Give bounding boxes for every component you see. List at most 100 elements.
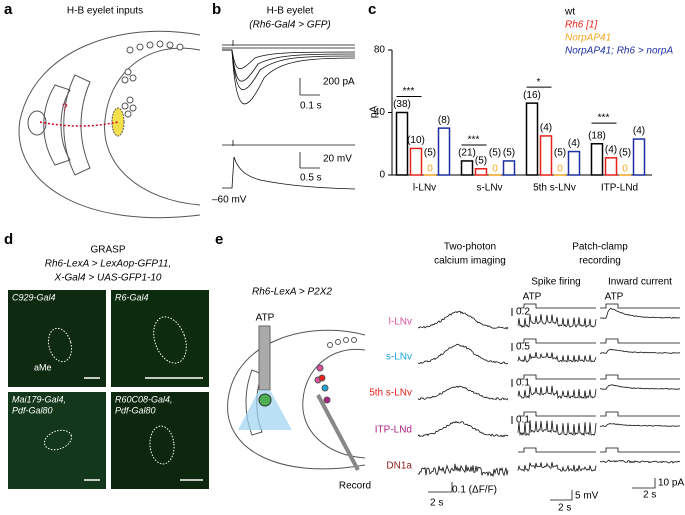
scale-label: 200 pA (323, 77, 355, 88)
micrograph (8, 290, 106, 387)
traces: l-LNv 0.2 s-LNv 0.5 5th s-LNv 0.1 ITP-LNd 0.1 DN… (369, 303, 681, 501)
stimulus-label: ATP (605, 292, 624, 303)
n-label: (5) (489, 148, 501, 159)
n-label: (21) (458, 148, 476, 159)
genotype: Rh6-LexA > P2X2 (252, 287, 332, 298)
trace (599, 384, 681, 390)
bar (437, 127, 451, 176)
n-label: (5) (475, 155, 487, 166)
micrograph (8, 392, 106, 489)
column-title: Patch-clamp (572, 242, 628, 253)
trace (417, 385, 509, 401)
stimulus-mark (518, 411, 596, 417)
scale-label: 2 s (430, 498, 443, 509)
image-label: Mai179-Gal4, (12, 394, 66, 404)
column-title: Spike firing (531, 277, 580, 288)
trace (599, 348, 681, 354)
row-label: DN1a (386, 461, 412, 472)
y-axis-label: pA (369, 106, 380, 119)
panel-letter: e (215, 231, 223, 248)
scale-label: 0.1 (516, 415, 530, 426)
n-label: (5) (503, 148, 515, 159)
scale-bar (632, 478, 656, 489)
scale-label: 10 pA (658, 478, 684, 489)
resting-potential: –60 mV (212, 195, 247, 206)
n-label: (38) (393, 99, 411, 110)
image-label: Pdf-Gal80 (12, 405, 53, 415)
stimulus-mark (518, 447, 596, 453)
trace (517, 462, 597, 473)
scale-label: 5 mV (575, 491, 599, 502)
row-label: s-LNv (386, 352, 412, 363)
column-title: recording (579, 256, 621, 267)
scale-label: 0.2 (516, 307, 530, 318)
micrographs (8, 290, 209, 489)
value-label: 0 (427, 164, 433, 175)
significance: * (537, 77, 541, 88)
legend-entry: Rh6 [1] (565, 20, 597, 31)
record-label: Record (339, 481, 371, 492)
scale-label: 0.5 s (300, 173, 322, 184)
stimulus-mark (518, 374, 596, 380)
bar (460, 160, 474, 176)
n-label: (18) (588, 130, 606, 141)
scale-label: 2 s (643, 490, 656, 501)
bar (539, 135, 553, 176)
brain-schematic (18, 30, 201, 219)
image-label: C929-Gal4 (12, 292, 56, 302)
micrograph (111, 392, 209, 489)
n-label: (16) (523, 90, 541, 101)
value-label: 0 (492, 164, 498, 175)
stimulus-mark (600, 411, 680, 417)
bar (604, 157, 618, 176)
scale-bar (299, 78, 320, 96)
legend-entry: wt (564, 7, 575, 18)
scale-label: 0.1 (ΔF/F) (452, 485, 497, 496)
scale-bar (428, 482, 453, 493)
panel-letter: d (4, 231, 13, 248)
scale-label: 20 mV (323, 154, 352, 165)
x-tick-label: l-LNv (413, 183, 436, 194)
column-title: Two-photon (444, 242, 496, 253)
scale-label: 0.5 (516, 342, 530, 353)
trace (417, 420, 509, 438)
prep-schematic (227, 325, 366, 471)
legend-entry: NorpAP41; Rh6 > norpA (565, 46, 673, 57)
panel-title: GRASP (90, 245, 125, 256)
stimulus-mark (518, 338, 596, 344)
panel-letter: b (212, 1, 221, 18)
y-tick-label: 0 (379, 170, 385, 181)
panel-subtitle: Rh6-LexA > LexAop-GFP11, (45, 259, 171, 270)
panel-letter: c (368, 1, 376, 18)
y-tick-label: 40 (374, 107, 386, 118)
row-label: ITP-LNd (375, 425, 412, 436)
n-label: (4) (540, 123, 552, 134)
scale-bar (299, 152, 320, 169)
image-label: Pdf-Gal80 (115, 405, 156, 415)
stimulus-mark (518, 303, 596, 309)
n-label: (4) (568, 138, 580, 149)
trace (417, 463, 509, 478)
bar (632, 138, 646, 176)
question-mark: ? (62, 103, 68, 114)
panel-subtitle: X-Gal4 > UAS-GFP1-10 (54, 273, 162, 284)
n-label: (4) (605, 144, 617, 155)
trace (599, 459, 681, 464)
trace (517, 420, 597, 437)
voltage-trace (222, 140, 356, 190)
n-label: (4) (633, 126, 645, 137)
significance: *** (403, 86, 415, 97)
row-label: l-LNv (389, 317, 412, 328)
scale-label: 0.1 s (300, 101, 322, 112)
bar (590, 143, 604, 176)
significance: *** (468, 135, 480, 146)
bar (502, 160, 516, 176)
column-title: Inward current (608, 277, 672, 288)
x-tick-label: s-LNv (476, 183, 502, 194)
trace (599, 307, 681, 319)
bar (525, 102, 539, 176)
stimulus-mark (600, 447, 680, 453)
trace (599, 423, 681, 427)
image-label: R6-Gal4 (115, 292, 149, 302)
value-label: 0 (557, 164, 563, 175)
